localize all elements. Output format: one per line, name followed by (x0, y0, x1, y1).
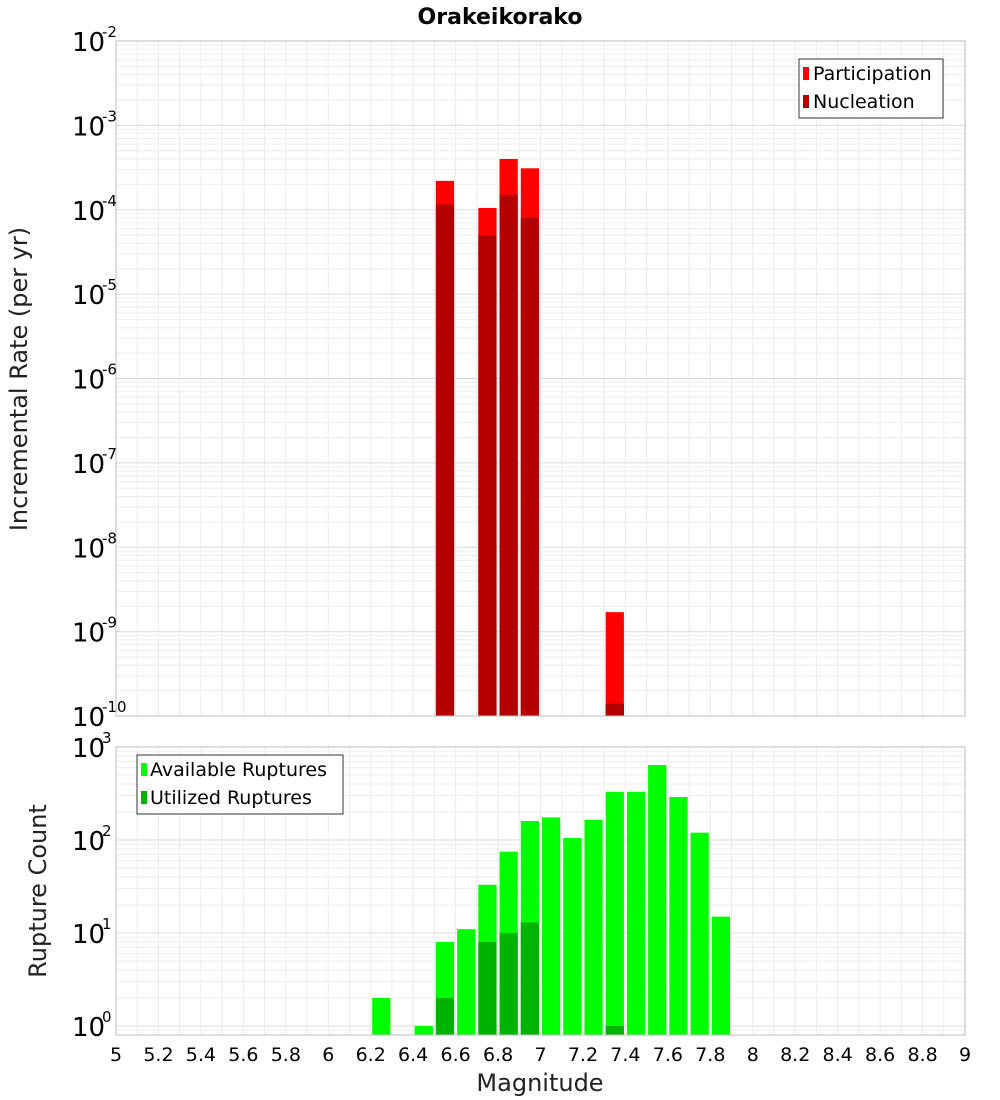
x-tick-label: 5.6 (228, 1044, 258, 1066)
x-tick-label: 9 (959, 1044, 971, 1066)
y-tick-label: 10 (72, 450, 105, 480)
x-tick-label: 7.6 (653, 1044, 683, 1066)
utilized-ruptures-bar (499, 932, 518, 1035)
x-tick-label: 5 (110, 1044, 122, 1066)
y-tick-label: 10 (72, 534, 105, 564)
utilized-ruptures-bar (435, 997, 455, 1035)
bottom-bars (372, 765, 731, 1035)
nucleation-bar (499, 194, 518, 716)
x-tick-label: 7.4 (610, 1044, 640, 1066)
legend-utilized-swatch (141, 791, 147, 804)
y-tick-exponent: 0 (102, 1008, 112, 1026)
y-tick-label: 10 (72, 281, 105, 311)
top-bars (435, 158, 624, 717)
nucleation-bar (520, 217, 539, 716)
x-tick-label: 8.4 (823, 1044, 853, 1066)
utilized-ruptures-bar (520, 922, 539, 1035)
y-tick-exponent: -5 (102, 276, 117, 294)
y-tick-exponent: 1 (102, 915, 112, 933)
y-tick-exponent: -9 (102, 614, 117, 632)
available-ruptures-bar (626, 791, 646, 1035)
x-tick-label: 8.6 (865, 1044, 895, 1066)
legend-participation-swatch (803, 67, 809, 80)
y-tick-exponent: -2 (102, 23, 117, 41)
nucleation-bar (478, 235, 497, 716)
x-tick-label: 6 (322, 1044, 334, 1066)
legend-available-swatch (141, 763, 147, 776)
available-ruptures-bar (414, 1025, 433, 1035)
y-tick-label: 10 (72, 28, 105, 58)
y-tick-exponent: -10 (102, 698, 127, 716)
x-axis-label: Magnitude (476, 1069, 603, 1097)
legend-utilized-label: Utilized Ruptures (150, 787, 312, 809)
top-legend: Participation Nucleation (798, 58, 944, 119)
y-tick-exponent: -3 (102, 107, 117, 125)
nucleation-bar (435, 204, 455, 717)
x-tick-label: 5.8 (271, 1044, 301, 1066)
legend-nucleation-swatch (803, 95, 809, 108)
x-tick-label: 7 (534, 1044, 546, 1066)
x-tick-label: 6.2 (356, 1044, 386, 1066)
y-tick-label: 10 (72, 827, 105, 857)
nucleation-bar (605, 703, 624, 716)
x-tick-label: 6.4 (398, 1044, 428, 1066)
top-plot-frame (115, 40, 966, 717)
y-tick-label: 10 (72, 619, 105, 649)
y-tick-label: 10 (72, 734, 105, 764)
bottom-legend: Available Ruptures Utilized Ruptures (136, 754, 344, 815)
available-ruptures-bar (372, 997, 391, 1035)
available-ruptures-bar (584, 819, 603, 1035)
available-ruptures-bar (605, 791, 624, 1035)
x-tick-label: 7.8 (695, 1044, 725, 1066)
x-tick-label: 5.2 (143, 1044, 173, 1066)
available-ruptures-bar (563, 838, 582, 1035)
chart-title: Orakeikorako (418, 5, 583, 30)
x-tick-label: 7.2 (568, 1044, 598, 1066)
y-tick-exponent: -6 (102, 361, 117, 379)
available-ruptures-bar (457, 929, 476, 1035)
legend-nucleation-label: Nucleation (813, 91, 915, 113)
legend-available-label: Available Ruptures (150, 759, 327, 781)
y-tick-label: 10 (72, 920, 105, 950)
available-ruptures-bar (711, 916, 731, 1035)
y-tick-label: 10 (72, 1013, 105, 1043)
available-ruptures-bar (648, 765, 667, 1035)
utilized-ruptures-bar (605, 1025, 624, 1035)
utilized-ruptures-bar (478, 942, 497, 1035)
x-tick-label: 8.8 (907, 1044, 937, 1066)
legend-participation-label: Participation (813, 63, 932, 85)
y-tick-label: 10 (72, 366, 105, 396)
available-ruptures-bar (542, 817, 561, 1035)
top-legend-box (798, 58, 944, 119)
x-tick-label: 8.2 (780, 1044, 810, 1066)
bottom-legend-box (136, 754, 344, 815)
x-ticks: 5 5.2 5.4 5.6 5.8 6 6.2 6.4 6.6 6.8 7 7.2 7.4 7.6 7.8 8… (110, 1044, 971, 1066)
x-tick-label: 8 (747, 1044, 759, 1066)
y-tick-exponent: -7 (102, 445, 117, 463)
y-tick-exponent: 2 (102, 822, 112, 840)
y-tick-label: 10 (72, 703, 105, 733)
y-tick-label: 10 (72, 112, 105, 142)
x-tick-label: 6.8 (483, 1044, 513, 1066)
available-ruptures-bar (669, 796, 688, 1035)
y-tick-exponent: -8 (102, 529, 117, 547)
bottom-plot-frame (115, 746, 966, 1036)
participation-bar (605, 612, 624, 716)
x-tick-label: 5.4 (186, 1044, 216, 1066)
y-tick-exponent: -4 (102, 192, 117, 210)
top-grid (116, 41, 966, 716)
bottom-y-axis-label: Rupture Count (24, 804, 52, 978)
top-y-axis-label: Incremental Rate (per yr) (5, 227, 33, 531)
available-ruptures-bar (690, 832, 709, 1035)
y-tick-label: 10 (72, 197, 105, 227)
y-tick-exponent: 3 (102, 729, 112, 747)
x-tick-label: 6.6 (440, 1044, 470, 1066)
